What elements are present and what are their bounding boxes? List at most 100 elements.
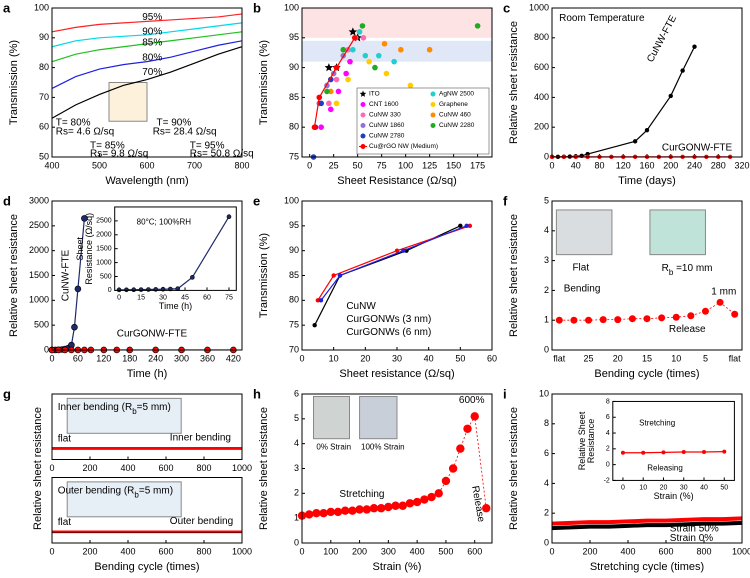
x-tick-label: flat: [729, 353, 742, 363]
annotation: Release: [669, 324, 706, 335]
legend-label: CuNW 2780: [369, 133, 405, 140]
y-tick-label: 1500: [96, 246, 112, 253]
x-tick-label: 150: [446, 160, 461, 170]
legend-label: CuNW 330: [369, 112, 401, 119]
marker: [355, 505, 364, 514]
marker: [375, 52, 382, 59]
y-tick-label: 0: [294, 537, 299, 547]
annotation: 600%: [459, 395, 485, 406]
x-tick-label: 10: [639, 485, 647, 492]
y-tick-label: 3000: [29, 195, 49, 205]
y-tick-label: 95: [289, 32, 299, 42]
x-tick-label: 0: [49, 463, 54, 473]
marker: [680, 68, 685, 73]
marker: [350, 46, 356, 53]
marker: [312, 509, 321, 518]
y-tick-label: 90: [289, 245, 299, 255]
marker: [434, 489, 443, 498]
x-axis-label: Stretching cycle (times): [590, 561, 704, 573]
marker: [448, 464, 458, 473]
annotation: 80°C; 100%RH: [137, 217, 192, 226]
x-tick-label: 10: [329, 353, 339, 363]
marker: [401, 248, 406, 253]
marker: [71, 323, 78, 331]
y-tick-label: 6: [544, 448, 549, 458]
series-label: Strain 50%: [670, 523, 719, 534]
photo: [649, 209, 706, 256]
y-tick-label: 0: [544, 151, 549, 161]
x-tick-label: 600: [658, 546, 673, 556]
legend-marker: [430, 123, 436, 128]
x-tick-label: 200: [82, 546, 97, 556]
y-tick-label: 10: [539, 388, 549, 398]
x-axis-label: Wavelength (nm): [105, 175, 188, 187]
marker: [362, 52, 369, 59]
x-tick-label: 1000: [732, 546, 750, 556]
plot-frame: [114, 206, 237, 291]
y-tick-label: 80: [289, 122, 299, 132]
annotation: Rs= 9.8 Ω/sq: [90, 149, 148, 160]
marker: [318, 100, 324, 107]
x-tick-label: 300: [174, 353, 189, 363]
y-tick-label: 8: [606, 398, 610, 405]
plot-area: [612, 401, 735, 481]
marker: [372, 64, 378, 71]
x-tick-label: 240: [148, 353, 163, 363]
x-tick-label: 800: [196, 546, 211, 556]
x-tick-label: 400: [120, 463, 135, 473]
y-tick-label: 90: [39, 32, 49, 42]
annotation: flat: [58, 517, 72, 528]
series-label: 70%: [142, 67, 162, 78]
x-tick-label: 200: [582, 546, 597, 556]
marker: [348, 27, 358, 36]
plot-frame: [551, 393, 743, 544]
series-label: 95%: [142, 12, 162, 23]
x-tick-label: 600: [467, 546, 482, 556]
y-tick-label: 4: [544, 478, 549, 488]
panel-letter: f: [503, 193, 508, 208]
x-tick-label: 500: [438, 546, 453, 556]
marker: [470, 412, 479, 421]
legend-marker: [359, 90, 367, 97]
x-tick-label: 800: [696, 546, 711, 556]
series-line: [622, 450, 725, 454]
marker: [467, 223, 473, 229]
x-tick-label: 0: [549, 546, 554, 556]
y-tick-label: 400: [534, 92, 549, 102]
annotation: Flat: [572, 263, 589, 274]
marker: [312, 322, 317, 328]
x-tick-label: 60: [203, 295, 211, 302]
y-tick-label: 2500: [96, 218, 112, 225]
marker: [474, 23, 481, 29]
marker: [384, 502, 393, 512]
series-label: Strain 0%: [670, 533, 713, 544]
annotation: T= 90%: [157, 117, 192, 128]
marker: [359, 23, 366, 29]
plot-frame: [301, 7, 493, 158]
x-tick-label: 120: [616, 160, 631, 170]
annotation-part: b: [132, 407, 137, 416]
x-tick-label: 40: [571, 160, 581, 170]
y-tick-label: 800: [534, 32, 549, 42]
y-tick-label: 500: [100, 273, 112, 280]
x-tick-label: 400: [120, 546, 135, 556]
series-line: [320, 225, 467, 301]
y-tick-label: 0: [544, 344, 549, 354]
y-tick-label: 2: [294, 488, 299, 498]
y-tick-label: 2: [544, 508, 549, 518]
plot-frame: [51, 477, 243, 544]
x-tick-label: 160: [639, 160, 654, 170]
marker: [356, 29, 363, 35]
marker: [391, 58, 397, 65]
marker: [585, 316, 593, 324]
x-tick-label: 420: [226, 353, 241, 363]
x-tick-label: 0: [117, 295, 121, 302]
annotation: Stretching: [339, 489, 384, 500]
y-axis-label: Resistance: [586, 419, 596, 464]
marker: [318, 298, 324, 303]
x-tick-label: 45: [181, 295, 189, 302]
x-tick-label: 50: [353, 160, 363, 170]
marker: [426, 46, 433, 53]
y-axis-label: Relative sheet resistance: [508, 407, 520, 530]
marker: [716, 298, 724, 306]
